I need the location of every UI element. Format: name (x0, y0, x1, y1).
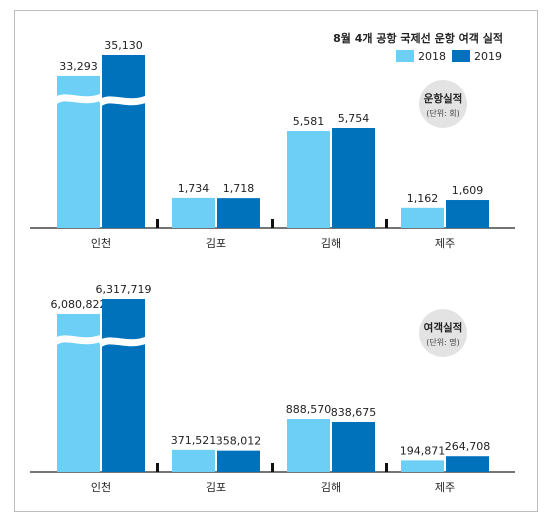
data-label: 33,293 (59, 60, 98, 73)
data-label: 35,130 (104, 39, 143, 52)
legend-label-2019: 2019 (474, 50, 502, 63)
data-label: 5,754 (338, 112, 370, 125)
bar-2018-제주 (401, 460, 444, 472)
data-label: 6,080,822 (51, 298, 107, 311)
unit-badge (419, 309, 467, 357)
data-label: 358,012 (216, 435, 262, 448)
axis-break-mark (97, 335, 151, 348)
category-separator (156, 463, 159, 472)
badge-title: 운항실적 (424, 92, 463, 105)
category-separator (156, 219, 159, 228)
badge-title: 여객실적 (424, 321, 463, 334)
category-label: 인천 (91, 236, 111, 250)
data-label: 371,521 (171, 434, 217, 447)
bar-2019-김해 (332, 421, 375, 472)
bar-2019-김포 (217, 198, 260, 228)
bar-2019-제주 (446, 456, 489, 472)
category-label: 제주 (435, 237, 455, 250)
chart-title: 8월 4개 공항 국제선 운항 여객 실적 (333, 31, 503, 45)
category-label: 인천 (91, 480, 111, 494)
bar-2018-김해 (287, 419, 330, 472)
passengers-panel: 6,080,822 6,317,719 인천 371,521 358,012 김포 888,… (30, 283, 515, 494)
bar-2019-김포 (217, 450, 260, 472)
data-label: 6,317,719 (96, 283, 152, 296)
unit-badge (419, 80, 467, 128)
data-label: 1,609 (452, 184, 484, 197)
bar-2018-김포 (172, 449, 215, 472)
bar-2019-인천 (102, 299, 145, 472)
category-separator (271, 463, 274, 472)
data-label: 1,162 (407, 192, 439, 205)
axis-break-mark (52, 92, 106, 105)
category-separator (385, 463, 388, 472)
data-label: 1,718 (223, 182, 255, 195)
category-separator (385, 219, 388, 228)
data-label: 1,734 (178, 182, 210, 195)
category-label: 김해 (321, 236, 341, 250)
bar-2018-김해 (287, 131, 330, 228)
axis-break-mark (52, 333, 106, 346)
data-label: 264,708 (445, 440, 491, 453)
axis-break-mark (97, 94, 151, 107)
category-separator (271, 219, 274, 228)
bar-2019-김해 (332, 128, 375, 228)
data-label: 838,675 (331, 406, 377, 419)
category-label: 김포 (206, 237, 226, 250)
category-label: 김포 (206, 481, 226, 494)
flights-panel: 33,293 35,130 인천 1,734 1,718 김포 5,581 5,754 김해 1,… (30, 39, 515, 250)
legend-label-2018: 2018 (418, 50, 446, 63)
badge-unit: (단위: 회) (426, 108, 460, 118)
data-label: 194,871 (400, 444, 446, 457)
data-label: 5,581 (293, 115, 325, 128)
category-label: 제주 (435, 481, 455, 494)
category-label: 김해 (321, 480, 341, 494)
bar-2018-제주 (401, 207, 444, 228)
badge-unit: (단위: 명) (426, 337, 460, 347)
bar-2019-인천 (102, 55, 145, 228)
legend-swatch-2019 (452, 50, 470, 62)
legend-swatch-2018 (396, 50, 414, 62)
bar-2019-제주 (446, 200, 489, 228)
data-label: 888,570 (286, 403, 332, 416)
bar-2018-김포 (172, 197, 215, 228)
